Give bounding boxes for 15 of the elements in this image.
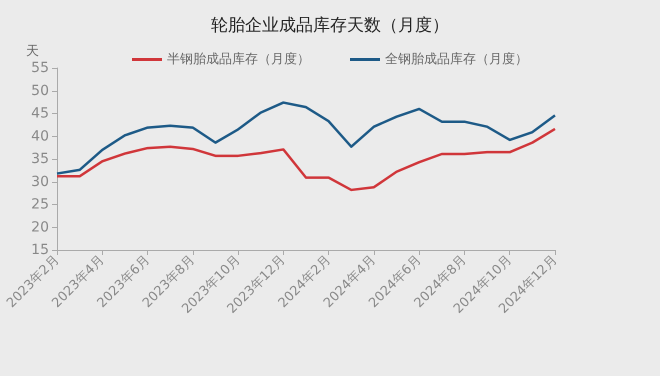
y-tick-label: 25 (31, 196, 49, 212)
legend-label: 半钢胎成品库存（月度） (167, 51, 310, 67)
y-tick-label: 15 (31, 242, 49, 258)
y-tick-label: 50 (31, 82, 49, 99)
y-tick-label: 40 (31, 128, 49, 144)
y-tick-label: 55 (31, 60, 49, 76)
y-tick-label: 35 (31, 151, 49, 167)
y-axis-title: 天 (26, 44, 39, 59)
line-series (56, 101, 556, 175)
chart-title: 轮胎企业成品库存天数（月度） (211, 16, 449, 36)
line-series (56, 128, 556, 192)
legend-label: 全钢胎成品库存（月度） (385, 51, 528, 67)
y-tick-label: 45 (31, 106, 49, 122)
y-tick-label: 20 (31, 219, 49, 236)
y-tick-label: 30 (31, 174, 49, 190)
